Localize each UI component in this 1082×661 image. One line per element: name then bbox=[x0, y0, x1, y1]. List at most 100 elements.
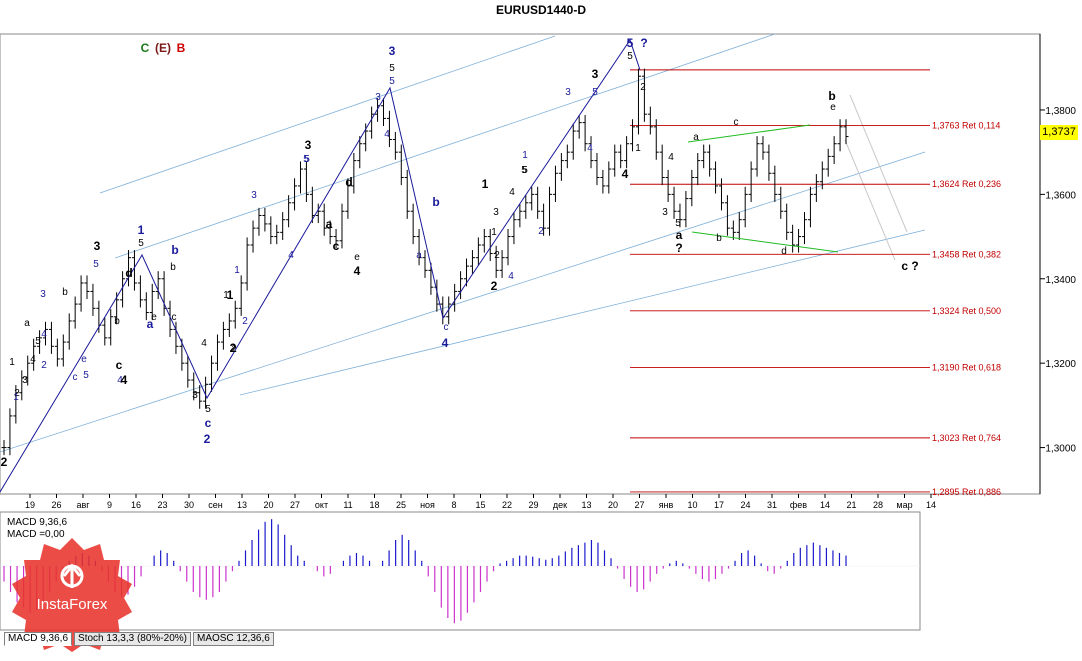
candle bbox=[665, 169, 671, 202]
candle bbox=[131, 250, 137, 291]
indicator-tabs: MACD 9,36,6 Stoch 13,3,3 (80%-20%) MAOSC… bbox=[4, 632, 276, 646]
candle bbox=[333, 228, 339, 249]
wave-label: b bbox=[828, 89, 835, 103]
x-tick-label: мар bbox=[896, 500, 912, 510]
candle bbox=[345, 178, 351, 219]
wave-label: 2 bbox=[41, 360, 47, 371]
candle bbox=[226, 313, 232, 338]
candle bbox=[197, 385, 203, 409]
candle bbox=[772, 165, 778, 202]
candle bbox=[280, 212, 286, 240]
candle bbox=[730, 220, 736, 240]
wave-label: 1 bbox=[138, 223, 145, 237]
candle bbox=[600, 169, 606, 194]
channel-line bbox=[114, 33, 776, 259]
wave-label: a bbox=[693, 132, 699, 143]
y-tick-label: 1,3800 bbox=[1045, 106, 1076, 117]
wave-label: 2 bbox=[538, 226, 544, 237]
channel-line bbox=[239, 229, 926, 396]
candle bbox=[102, 317, 108, 346]
candle bbox=[262, 207, 268, 232]
fib-label: 1,3763 Ret 0,114 bbox=[932, 121, 1000, 131]
candle bbox=[321, 203, 327, 236]
candle bbox=[487, 228, 493, 262]
x-tick-label: 9 bbox=[107, 500, 112, 510]
candle bbox=[78, 275, 84, 312]
wave-label: b bbox=[170, 262, 176, 273]
candle bbox=[191, 372, 197, 401]
wave-label: 1 bbox=[482, 177, 489, 191]
candle bbox=[422, 250, 428, 278]
candle bbox=[297, 161, 303, 194]
candle bbox=[635, 68, 641, 135]
candle bbox=[701, 144, 707, 169]
candle bbox=[837, 119, 843, 152]
fib-label: 1,2895 Ret 0,886 bbox=[932, 487, 1001, 497]
x-tick-label: 18 bbox=[369, 500, 379, 510]
wave-label: b bbox=[114, 316, 120, 327]
candle bbox=[523, 195, 529, 219]
wave-label: 3 bbox=[375, 92, 381, 103]
wave-label: 2 bbox=[491, 279, 498, 293]
x-tick-label: 29 bbox=[528, 500, 538, 510]
wave-label: 4 bbox=[508, 271, 514, 282]
x-tick-label: 15 bbox=[475, 500, 485, 510]
tab-stoch[interactable]: Stoch 13,3,3 (80%-20%) bbox=[74, 632, 191, 646]
wave-label: 3 bbox=[251, 190, 257, 201]
wave-label: 5 bbox=[83, 370, 89, 381]
wave-label: e bbox=[354, 252, 360, 263]
x-tick-label: 25 bbox=[396, 500, 406, 510]
candle bbox=[724, 195, 730, 236]
candle bbox=[475, 237, 481, 266]
candle bbox=[529, 186, 535, 211]
candle bbox=[843, 119, 849, 145]
tab-macd[interactable]: MACD 9,36,6 bbox=[4, 632, 73, 646]
wave-label: c bbox=[205, 416, 212, 430]
candle bbox=[48, 321, 54, 354]
triangle-line bbox=[691, 231, 839, 253]
tab-maosc[interactable]: MAOSC 12,36,6 bbox=[192, 632, 274, 646]
legend-letter: (E) bbox=[155, 41, 171, 55]
wave-label: 5 bbox=[627, 51, 633, 62]
candle bbox=[84, 275, 90, 300]
candle bbox=[268, 216, 274, 245]
y-tick-label: 1,3000 bbox=[1045, 444, 1076, 455]
candle bbox=[149, 283, 155, 321]
candle bbox=[807, 186, 813, 228]
wave-label: a bbox=[326, 217, 333, 231]
candle bbox=[416, 228, 422, 266]
candle bbox=[250, 220, 256, 253]
candle bbox=[618, 144, 624, 169]
candle bbox=[469, 250, 475, 274]
candle bbox=[90, 283, 96, 316]
x-tick-label: 24 bbox=[740, 500, 750, 510]
candle bbox=[327, 220, 333, 245]
candle bbox=[683, 190, 689, 228]
wave-label: c bbox=[444, 322, 449, 333]
channel-line bbox=[0, 151, 926, 453]
macd-label-2: MACD =0,00 bbox=[7, 529, 65, 540]
candle bbox=[742, 186, 748, 228]
wave-label: 2 bbox=[230, 341, 237, 355]
x-tick-label: 23 bbox=[157, 500, 167, 510]
candle bbox=[303, 161, 309, 202]
candle bbox=[179, 338, 185, 371]
candle bbox=[671, 186, 677, 219]
wave-label: 4 bbox=[288, 250, 294, 261]
candle bbox=[564, 144, 570, 169]
candle bbox=[256, 207, 262, 236]
candle bbox=[464, 258, 470, 287]
candle bbox=[511, 212, 517, 245]
wave-label: 5 bbox=[303, 154, 309, 165]
candle bbox=[185, 355, 191, 388]
candle bbox=[630, 119, 636, 152]
candle bbox=[707, 144, 713, 177]
candle bbox=[43, 321, 49, 346]
x-tick-label: 30 bbox=[184, 500, 194, 510]
macd-histogram bbox=[0, 519, 920, 624]
candle bbox=[446, 296, 452, 325]
candle bbox=[689, 169, 695, 207]
wave-label: 4 bbox=[442, 336, 449, 350]
